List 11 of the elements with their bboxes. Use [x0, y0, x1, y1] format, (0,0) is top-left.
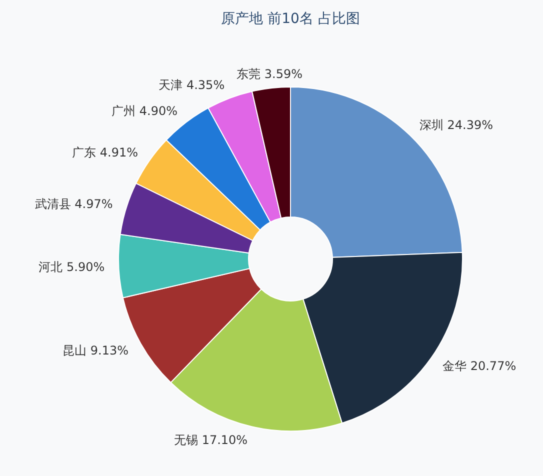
slice-label: 无锡 17.10% [174, 432, 248, 447]
slice-label: 深圳 24.39% [419, 118, 494, 132]
slice-label: 金华 20.77% [442, 359, 516, 374]
slice-label: 广东 4.91% [72, 145, 138, 160]
slice-label: 昆山 9.13% [62, 343, 129, 358]
slice-label: 东莞 3.59% [236, 67, 303, 82]
chart-title: 原产地 前10名 占比图 [221, 11, 360, 27]
slice-label: 天津 4.35% [158, 78, 225, 92]
slice-label: 广州 4.90% [112, 104, 178, 118]
slice-label: 武清县 4.97% [34, 197, 113, 212]
slice-label: 河北 5.90% [38, 260, 105, 274]
